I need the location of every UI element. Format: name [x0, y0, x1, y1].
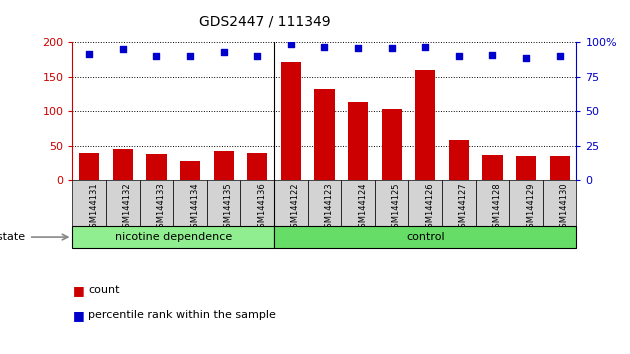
Text: percentile rank within the sample: percentile rank within the sample: [88, 310, 276, 320]
FancyBboxPatch shape: [476, 181, 509, 226]
FancyBboxPatch shape: [375, 181, 408, 226]
FancyBboxPatch shape: [274, 226, 576, 248]
Bar: [348, 102, 368, 181]
Bar: [449, 140, 469, 181]
Text: GSM144134: GSM144134: [190, 183, 199, 233]
Bar: [146, 154, 166, 181]
Text: GSM144132: GSM144132: [123, 183, 132, 233]
Point: [420, 44, 430, 50]
Text: nicotine dependence: nicotine dependence: [115, 232, 232, 242]
Bar: [79, 153, 100, 181]
Bar: [415, 70, 435, 181]
FancyBboxPatch shape: [341, 181, 375, 226]
Point: [185, 53, 195, 59]
Text: GSM144131: GSM144131: [89, 183, 98, 233]
Bar: [113, 149, 133, 181]
Point: [521, 55, 531, 61]
FancyBboxPatch shape: [408, 181, 442, 226]
Point: [554, 53, 564, 59]
Point: [454, 53, 464, 59]
Bar: [483, 155, 503, 181]
FancyBboxPatch shape: [207, 181, 241, 226]
Text: GSM144126: GSM144126: [425, 183, 434, 233]
Text: GSM144127: GSM144127: [459, 183, 468, 233]
Text: GSM144124: GSM144124: [358, 183, 367, 233]
Text: GSM144125: GSM144125: [392, 183, 401, 233]
Point: [219, 49, 229, 55]
Point: [118, 46, 128, 52]
Point: [353, 45, 363, 51]
Text: GSM144135: GSM144135: [224, 183, 232, 233]
Point: [252, 53, 262, 59]
Text: disease state: disease state: [0, 232, 25, 242]
FancyBboxPatch shape: [72, 226, 274, 248]
Point: [286, 41, 296, 47]
Text: GSM144136: GSM144136: [257, 183, 266, 233]
FancyBboxPatch shape: [274, 181, 307, 226]
Point: [488, 52, 498, 58]
Text: GSM144123: GSM144123: [324, 183, 333, 233]
Bar: [314, 89, 335, 181]
Text: GSM144122: GSM144122: [291, 183, 300, 233]
FancyBboxPatch shape: [509, 181, 543, 226]
FancyBboxPatch shape: [307, 181, 341, 226]
Bar: [549, 156, 570, 181]
Bar: [281, 62, 301, 181]
Bar: [247, 153, 267, 181]
Bar: [516, 155, 536, 181]
Text: ■: ■: [72, 284, 84, 297]
Text: GSM144133: GSM144133: [156, 183, 166, 233]
FancyBboxPatch shape: [442, 181, 476, 226]
Bar: [214, 152, 234, 181]
Bar: [382, 109, 402, 181]
FancyBboxPatch shape: [543, 181, 576, 226]
FancyBboxPatch shape: [106, 181, 140, 226]
Point: [151, 53, 161, 59]
FancyBboxPatch shape: [140, 181, 173, 226]
FancyBboxPatch shape: [173, 181, 207, 226]
Bar: [180, 161, 200, 181]
Text: GSM144129: GSM144129: [526, 183, 535, 233]
FancyBboxPatch shape: [72, 181, 106, 226]
Text: GDS2447 / 111349: GDS2447 / 111349: [199, 14, 330, 28]
Text: count: count: [88, 285, 120, 295]
Point: [84, 51, 94, 56]
Text: GSM144130: GSM144130: [559, 183, 569, 233]
Text: control: control: [406, 232, 445, 242]
Text: GSM144128: GSM144128: [493, 183, 501, 233]
Text: ■: ■: [72, 309, 84, 321]
Point: [319, 44, 329, 50]
Point: [387, 45, 397, 51]
FancyBboxPatch shape: [241, 181, 274, 226]
